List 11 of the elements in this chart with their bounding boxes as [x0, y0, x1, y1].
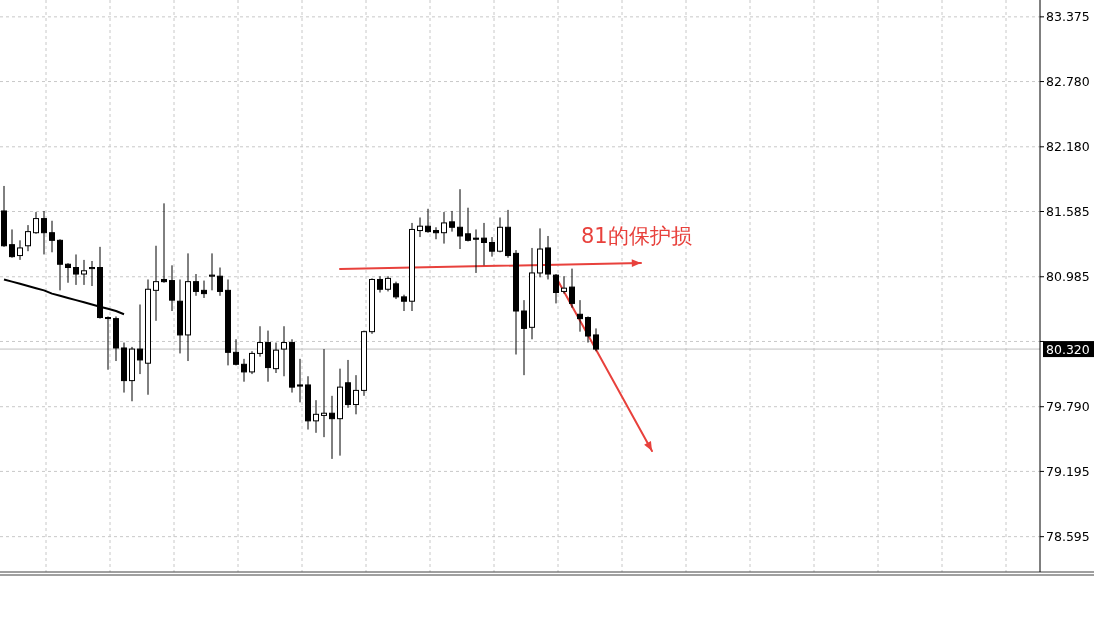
y-tick-label: 82.180 — [1046, 139, 1090, 155]
annotation: 81的保护损 — [581, 224, 692, 248]
line-series — [3, 278, 125, 316]
y-tick-label: 83.375 — [1046, 9, 1090, 25]
y-tick-label: 78.595 — [1046, 529, 1090, 545]
y-tick-label: 81.585 — [1046, 204, 1090, 220]
y-tick-label: 79.195 — [1046, 463, 1090, 479]
ref-line-label: 80.320 — [1046, 341, 1090, 357]
y-tick-label: 82.780 — [1046, 74, 1090, 90]
y-tick-label: 80.985 — [1046, 269, 1090, 285]
y-tick-label: 79.790 — [1046, 399, 1090, 415]
